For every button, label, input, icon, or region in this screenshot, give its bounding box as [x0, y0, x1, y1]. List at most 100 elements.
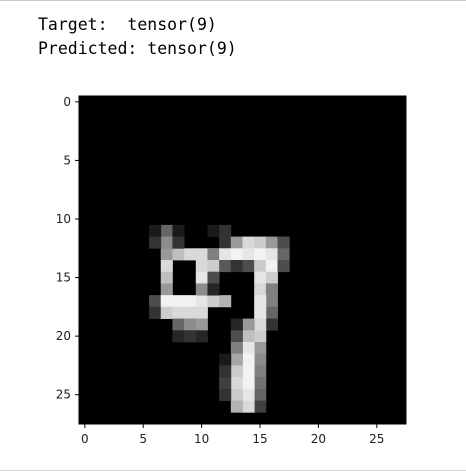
cell-top-border	[0, 0, 466, 1]
image-pixel	[254, 377, 267, 390]
image-pixels	[79, 96, 406, 424]
image-pixel	[254, 260, 267, 273]
image-pixel	[172, 306, 185, 319]
image-pixel	[219, 388, 232, 401]
image-pixel	[149, 236, 162, 249]
image-pixel	[184, 330, 197, 343]
image-pixel	[230, 318, 243, 331]
y-tick-label: 0	[63, 95, 71, 109]
x-tick-label: 25	[369, 432, 384, 446]
image-pixel	[195, 260, 208, 273]
image-pixel	[149, 306, 162, 319]
image-pixel	[242, 377, 255, 390]
image-pixel	[172, 330, 185, 343]
image-pixel	[207, 283, 220, 296]
target-output-line: Target: tensor(9)	[38, 15, 217, 35]
image-pixel	[207, 271, 220, 284]
image-pixel	[254, 330, 267, 343]
image-pixel	[254, 248, 267, 261]
image-pixel	[265, 260, 278, 273]
image-pixel	[242, 248, 255, 261]
image-pixel	[219, 365, 232, 378]
image-pixel	[265, 306, 278, 319]
image-pixel	[219, 248, 232, 261]
image-pixel	[195, 306, 208, 319]
image-pixel	[219, 377, 232, 390]
image-pixel	[254, 342, 267, 355]
image-pixel	[242, 365, 255, 378]
image-pixel	[172, 318, 185, 331]
image-pixel	[172, 248, 185, 261]
y-tick-label: 25	[56, 388, 71, 402]
image-pixel	[195, 283, 208, 296]
image-pixel	[230, 248, 243, 261]
image-pixel	[160, 283, 173, 296]
image-pixel	[242, 388, 255, 401]
image-pixel	[160, 248, 173, 261]
image-pixel	[265, 271, 278, 284]
image-pixel	[184, 318, 197, 331]
image-pixel	[254, 353, 267, 366]
image-pixel	[230, 400, 243, 413]
y-tick-label: 10	[56, 212, 71, 226]
image-pixel	[195, 271, 208, 284]
image-pixel	[160, 306, 173, 319]
image-pixel	[195, 248, 208, 261]
image-pixel	[160, 224, 173, 237]
image-pixel	[265, 295, 278, 308]
x-tick-label: 20	[311, 432, 326, 446]
image-pixel	[254, 283, 267, 296]
image-pixel	[254, 295, 267, 308]
image-pixel	[219, 353, 232, 366]
image-pixel	[242, 318, 255, 331]
image-pixel	[207, 260, 220, 273]
image-pixel	[277, 260, 290, 273]
image-pixel	[230, 365, 243, 378]
image-pixel	[149, 224, 162, 237]
axes-frame	[78, 95, 407, 425]
image-pixel	[265, 248, 278, 261]
image-pixel	[230, 260, 243, 273]
image-pixel	[172, 295, 185, 308]
image-pixel	[277, 248, 290, 261]
y-tick-label: 5	[63, 153, 71, 167]
image-pixel	[265, 318, 278, 331]
image-pixel	[195, 295, 208, 308]
image-pixel	[195, 330, 208, 343]
x-tick-label: 0	[81, 432, 89, 446]
image-pixel	[242, 260, 255, 273]
x-tick-label: 15	[252, 432, 267, 446]
predicted-output-line: Predicted: tensor(9)	[38, 39, 237, 59]
image-pixel	[242, 342, 255, 355]
image-pixel	[207, 295, 220, 308]
image-pixel	[149, 295, 162, 308]
image-pixel	[242, 236, 255, 249]
image-pixel	[230, 353, 243, 366]
image-pixel	[219, 260, 232, 273]
x-tick-label: 5	[139, 432, 147, 446]
image-pixel	[242, 353, 255, 366]
image-pixel	[184, 306, 197, 319]
cell-bottom-border	[0, 470, 466, 471]
image-pixel	[277, 236, 290, 249]
target-label: Target:	[38, 15, 108, 34]
image-pixel	[207, 224, 220, 237]
image-pixel	[184, 248, 197, 261]
image-pixel	[172, 224, 185, 237]
image-pixel	[160, 260, 173, 273]
image-pixel	[195, 318, 208, 331]
image-pixel	[230, 330, 243, 343]
image-pixel	[160, 271, 173, 284]
image-pixel	[184, 295, 197, 308]
y-tick-label: 20	[56, 329, 71, 343]
x-tick-label: 10	[194, 432, 209, 446]
image-pixel	[219, 224, 232, 237]
image-pixel	[254, 365, 267, 378]
image-pixel	[230, 388, 243, 401]
image-pixel	[242, 400, 255, 413]
image-pixel	[160, 236, 173, 249]
y-axis: 0 5 10 15 20 25	[56, 95, 79, 402]
image-pixel	[254, 271, 267, 284]
target-value: tensor(9)	[127, 15, 217, 34]
